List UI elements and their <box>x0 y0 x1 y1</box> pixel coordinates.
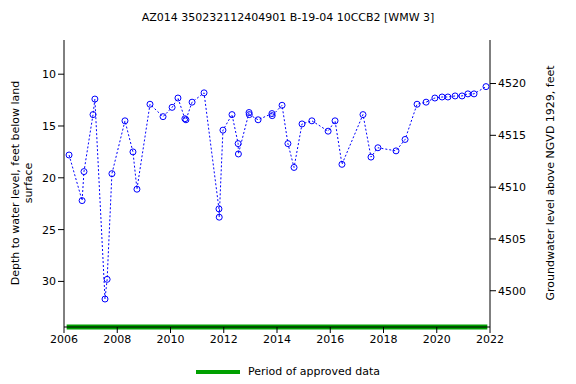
svg-text:4520: 4520 <box>498 77 526 90</box>
svg-text:2022: 2022 <box>476 333 504 346</box>
svg-text:30: 30 <box>42 275 56 288</box>
html-text:Depth to water level, feet bel: Depth to water level, feet below land su… <box>9 80 35 286</box>
svg-text:4500: 4500 <box>498 285 526 298</box>
svg-text:2014: 2014 <box>263 333 291 346</box>
svg-text:15: 15 <box>42 120 56 133</box>
svg-text:2010: 2010 <box>157 333 185 346</box>
svg-text:10: 10 <box>42 68 56 81</box>
svg-text:4510: 4510 <box>498 181 526 194</box>
svg-text:2012: 2012 <box>210 333 238 346</box>
svg-text:2018: 2018 <box>370 333 398 346</box>
svg-text:2006: 2006 <box>50 333 78 346</box>
svg-text:4515: 4515 <box>498 129 526 142</box>
svg-text:4505: 4505 <box>498 233 526 246</box>
html-text:Period of approved data: Period of approved data <box>247 365 381 378</box>
svg-text:25: 25 <box>42 224 56 237</box>
svg-text:20: 20 <box>42 172 56 185</box>
svg-text:2020: 2020 <box>423 333 451 346</box>
html-text:Groundwater level above NGVD 1: Groundwater level above NGVD 1929, feet <box>543 65 557 301</box>
svg-text:2016: 2016 <box>316 333 344 346</box>
svg-text:2008: 2008 <box>103 333 131 346</box>
html-text:AZ014 350232112404901 B-19-04: AZ014 350232112404901 B-19-04 10CCB2 [WM… <box>141 11 435 24</box>
